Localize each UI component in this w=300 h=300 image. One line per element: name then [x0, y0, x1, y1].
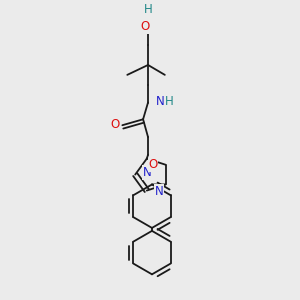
Text: N: N: [143, 166, 152, 179]
Text: N: N: [156, 95, 165, 108]
Text: O: O: [111, 118, 120, 131]
Text: N: N: [155, 185, 164, 198]
Text: O: O: [140, 20, 150, 33]
Text: H: H: [165, 95, 174, 108]
Text: H: H: [144, 3, 152, 16]
Text: O: O: [148, 158, 158, 171]
